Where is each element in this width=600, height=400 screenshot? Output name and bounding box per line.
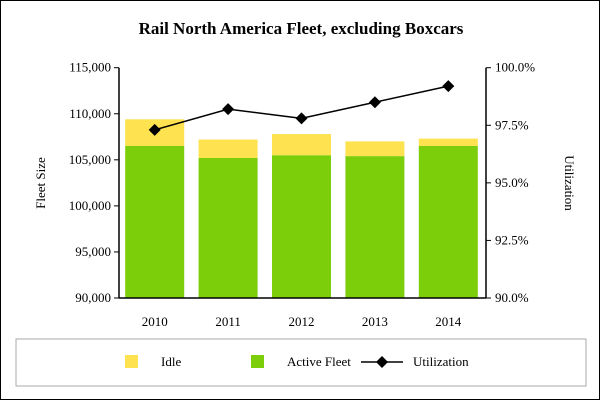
bar-idle-2014	[418, 138, 478, 147]
legend-swatch-idle	[125, 355, 138, 368]
y2-tick-label: 97.5%	[495, 117, 529, 132]
legend-item-idle: Idle	[125, 354, 181, 369]
bar-idle-2012	[272, 134, 331, 156]
y-tick-label: 95,000	[75, 244, 111, 259]
bar-active-fleet-2010	[125, 146, 185, 298]
utilization-marker-2014	[442, 80, 455, 93]
y-tick-label: 115,000	[69, 60, 111, 75]
utilization-marker-2010	[148, 123, 161, 136]
y2-axis-label: Utilization	[562, 155, 577, 211]
y2-tick-label: 100.0%	[495, 60, 535, 75]
legend-item-active-fleet: Active Fleet	[251, 354, 351, 369]
y-tick-label: 100,000	[69, 198, 111, 213]
y-tick-label: 90,000	[75, 290, 111, 305]
utilization-marker-2012	[295, 112, 308, 125]
legend-item-utilization: Utilization	[361, 354, 469, 369]
utilization-marker-2013	[368, 96, 381, 109]
y2-tick-label: 92.5%	[495, 232, 529, 247]
x-tick-label: 2012	[289, 314, 315, 329]
legend-label-idle: Idle	[161, 354, 181, 369]
legend-label-active-fleet: Active Fleet	[287, 354, 351, 369]
bar-active-fleet-2014	[418, 146, 478, 298]
x-tick-label: 2013	[362, 314, 388, 329]
bar-active-fleet-2013	[345, 156, 405, 298]
y-tick-label: 105,000	[69, 152, 111, 167]
y2-tick-label: 95.0%	[495, 175, 529, 190]
legend-box	[15, 338, 587, 387]
y-tick-label: 110,000	[69, 106, 111, 121]
chart-title: Rail North America Fleet, excluding Boxc…	[139, 19, 464, 38]
x-tick-label: 2010	[142, 314, 168, 329]
bar-active-fleet-2011	[198, 157, 258, 298]
bar-active-fleet-2012	[272, 155, 331, 298]
y2-tick-label: 90.0%	[495, 290, 529, 305]
bar-idle-2011	[198, 139, 258, 158]
legend-label-utilization: Utilization	[413, 354, 469, 369]
utilization-marker-2011	[222, 103, 235, 116]
legend-swatch-active-fleet	[251, 355, 264, 368]
y-axis-label: Fleet Size	[33, 157, 48, 209]
x-tick-label: 2014	[435, 314, 462, 329]
x-tick-label: 2011	[215, 314, 241, 329]
legend-diamond-icon	[376, 356, 388, 368]
bar-idle-2013	[345, 141, 405, 157]
